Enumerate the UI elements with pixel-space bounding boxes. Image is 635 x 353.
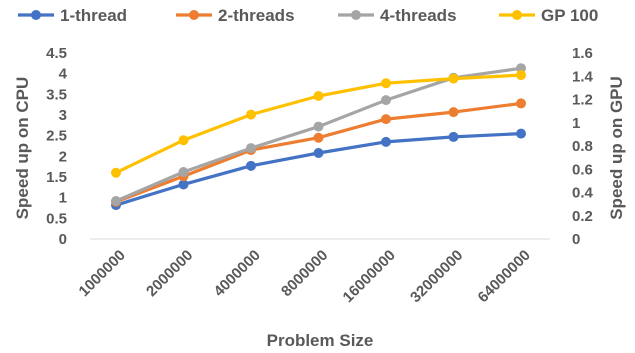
data-point — [246, 143, 256, 154]
left-tick-label: 0.5 — [46, 210, 67, 227]
legend-label: 2-threads — [218, 6, 295, 25]
right-tick-label: 0.8 — [572, 138, 593, 155]
x-tick-label: 32000000 — [407, 247, 466, 306]
left-tick-label: 2 — [59, 148, 67, 165]
data-point — [313, 121, 324, 132]
right-axis-title: Speed up on GPU — [607, 76, 626, 220]
legend-swatch-marker — [189, 10, 199, 20]
right-axis-ticks: 0 0.2 0.4 0.6 0.8 1 1.2 1.4 1.6 — [572, 45, 594, 248]
x-tick-label: 1000000 — [76, 247, 129, 300]
left-tick-label: 0 — [59, 231, 67, 248]
data-point — [516, 128, 526, 139]
right-tick-label: 0.6 — [572, 161, 593, 178]
x-tick-label: 16000000 — [340, 247, 399, 306]
legend-swatch-marker — [512, 10, 522, 20]
right-tick-label: 1.2 — [572, 92, 593, 109]
legend-label: 4-threads — [380, 6, 457, 25]
data-point — [448, 131, 459, 142]
data-point — [111, 167, 121, 178]
data-point — [178, 135, 189, 146]
left-tick-label: 3 — [59, 107, 67, 124]
data-point — [178, 167, 189, 178]
legend-swatch-marker — [351, 10, 361, 20]
data-point — [448, 107, 459, 118]
x-axis-ticks: 1000000 2000000 4000000 8000000 16000000 3200… — [76, 247, 534, 306]
left-axis-ticks: 0 0.5 1 1.5 2 2.5 3 3.5 4 4.5 — [46, 45, 68, 248]
x-tick-label: 2000000 — [143, 247, 196, 300]
data-point — [246, 109, 256, 120]
data-point — [516, 98, 526, 109]
left-tick-label: 4.5 — [46, 45, 67, 62]
right-tick-label: 0.4 — [572, 185, 594, 202]
x-tick-label: 4000000 — [211, 247, 264, 300]
data-point — [381, 114, 391, 125]
data-point — [381, 95, 391, 106]
data-point — [381, 78, 391, 89]
legend-swatch-marker — [31, 10, 41, 20]
left-tick-label: 3.5 — [46, 86, 67, 103]
right-tick-label: 0 — [572, 231, 580, 248]
legend-label: 1-thread — [60, 6, 127, 25]
data-point — [381, 136, 391, 147]
left-axis-title: Speed up on CPU — [13, 77, 32, 220]
data-point — [313, 132, 324, 143]
data-point — [178, 179, 189, 190]
left-tick-label: 2.5 — [46, 128, 67, 145]
data-point — [246, 160, 256, 171]
data-point — [448, 73, 459, 84]
data-point — [313, 91, 324, 102]
left-tick-label: 4 — [59, 66, 68, 83]
legend: 1-thread 2-threads 4-threads GP 100 — [18, 6, 598, 25]
right-tick-label: 1.6 — [572, 45, 593, 62]
x-axis-title: Problem Size — [267, 331, 374, 350]
x-tick-label: 64000000 — [475, 247, 534, 306]
left-tick-label: 1.5 — [46, 169, 67, 186]
right-tick-label: 1.4 — [572, 68, 594, 85]
right-tick-label: 1 — [572, 115, 580, 132]
right-tick-label: 0.2 — [572, 208, 593, 225]
series-layer — [111, 63, 526, 211]
left-tick-label: 1 — [59, 190, 67, 207]
data-point — [111, 195, 121, 206]
legend-label: GP 100 — [541, 6, 598, 25]
data-point — [313, 148, 324, 159]
data-point — [516, 70, 526, 81]
x-tick-label: 8000000 — [278, 247, 331, 300]
